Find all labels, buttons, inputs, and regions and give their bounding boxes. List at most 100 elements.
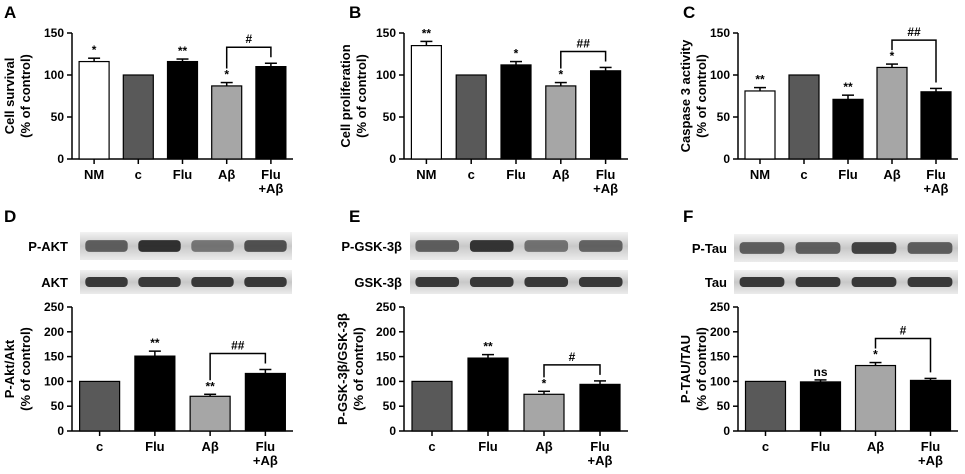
blot-band [795,276,841,288]
blot-band [415,276,460,288]
blot-band [85,276,128,288]
panel-label: F [683,207,693,226]
significance-label: * [558,68,563,82]
significance-label: ** [422,26,432,40]
blot-label: Tau [705,275,727,290]
blot-band [244,276,287,288]
bar [122,74,154,160]
blot-label: P-Tau [692,241,727,256]
category-label: Flu [145,439,165,454]
y-tick-label: 200 [710,325,730,339]
y-tick-label: 50 [51,399,65,413]
y-axis-label: (% of control) [18,54,33,138]
comparison-bracket [874,337,932,373]
panel-F: F P-Tau Tau 0 50 100 150 200 250 P-TAU/TAU (% of c… [678,207,958,468]
bar [854,364,897,432]
blot-label: GSK-3β [354,275,402,290]
panel-label: B [349,3,361,22]
comparison-bracket [891,39,937,83]
y-axis-label: (% of control) [351,327,366,411]
panel-label: A [4,3,16,22]
y-tick-label: 50 [717,110,731,124]
category-label: Flu [838,167,858,182]
panel-label: C [683,3,695,22]
bracket-label: # [569,350,576,364]
y-tick-label: 250 [44,300,64,314]
category-label: Aβ [552,167,569,182]
category-label: Aβ [883,167,900,182]
significance-label: ** [483,340,493,354]
bar [589,70,622,160]
y-axis-label: (% of control) [18,327,33,411]
category-label: Aβ [535,439,552,454]
category-label: +Aβ [924,181,949,196]
blot-band [415,240,460,252]
y-tick-label: 100 [44,374,64,388]
y-axis-label: Caspase 3 activity [678,39,693,153]
y-axis-label: Cell proliferation [338,44,353,147]
significance-label: * [224,68,229,82]
y-tick-label: 0 [723,424,730,438]
category-label: Flu [506,167,526,182]
category-label: Flu [173,167,193,182]
y-tick-label: 50 [51,110,65,124]
category-label: NM [416,167,436,182]
y-tick-label: 0 [57,152,64,166]
blot-label: P-GSK-3β [341,239,402,254]
significance-label: ** [755,73,765,87]
y-axis-label: (% of control) [354,54,369,138]
y-tick-label: 150 [376,350,396,364]
category-label: +Aβ [258,181,283,196]
y-tick-label: 150 [376,26,396,40]
bracket-label: # [245,32,252,46]
blot-band [191,240,234,252]
significance-label: * [890,49,895,63]
blot-band [578,240,623,252]
blot-band [191,276,234,288]
y-tick-label: 50 [717,399,731,413]
y-tick-label: 100 [376,68,396,82]
blot-band [138,240,181,252]
category-label: +Aβ [588,453,613,468]
y-tick-label: 0 [723,152,730,166]
y-tick-label: 250 [376,300,396,314]
significance-label: ** [150,336,160,350]
significance-label: ** [205,379,215,393]
y-tick-label: 200 [376,325,396,339]
category-label: +Aβ [253,453,278,468]
category-label: Flu [590,439,610,454]
blot-band [524,240,569,252]
significance-label: * [542,376,547,390]
bar [411,380,453,432]
category-label: c [762,439,769,454]
bar [455,74,487,160]
bar [788,74,820,160]
y-tick-label: 150 [710,26,730,40]
bar [78,60,110,160]
bar [410,44,442,160]
category-label: Flu [478,439,498,454]
category-label: c [428,439,435,454]
blot-band [739,242,785,254]
bar [920,91,952,160]
bracket-label: # [900,324,907,338]
y-tick-label: 250 [710,300,730,314]
significance-label: * [92,43,97,57]
y-axis-label: P-TAU/TAU [678,335,693,403]
category-label: Aβ [867,439,884,454]
category-label: Flu [256,439,276,454]
y-tick-label: 50 [383,399,397,413]
bar [79,380,121,432]
y-tick-label: 50 [383,110,397,124]
category-label: Flu [926,167,946,182]
y-axis-label: P-GSK-3β/GSK-3β [335,313,350,425]
blot-band [851,276,897,288]
category-label: c [468,167,475,182]
bar [744,90,776,160]
blot-band [244,240,287,252]
y-tick-label: 100 [376,374,396,388]
bar [909,379,952,432]
blot-band [851,242,897,254]
blot-band [469,276,514,288]
